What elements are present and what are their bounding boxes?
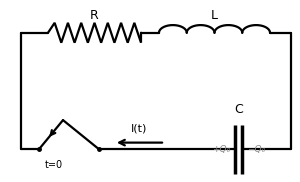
- Text: R: R: [90, 9, 99, 22]
- Text: I(t): I(t): [131, 124, 148, 134]
- Text: L: L: [211, 9, 218, 22]
- Text: C: C: [234, 103, 243, 116]
- Text: +Q₀: +Q₀: [212, 145, 230, 154]
- Text: t=0: t=0: [45, 160, 63, 170]
- Text: −Q₀: −Q₀: [247, 145, 265, 154]
